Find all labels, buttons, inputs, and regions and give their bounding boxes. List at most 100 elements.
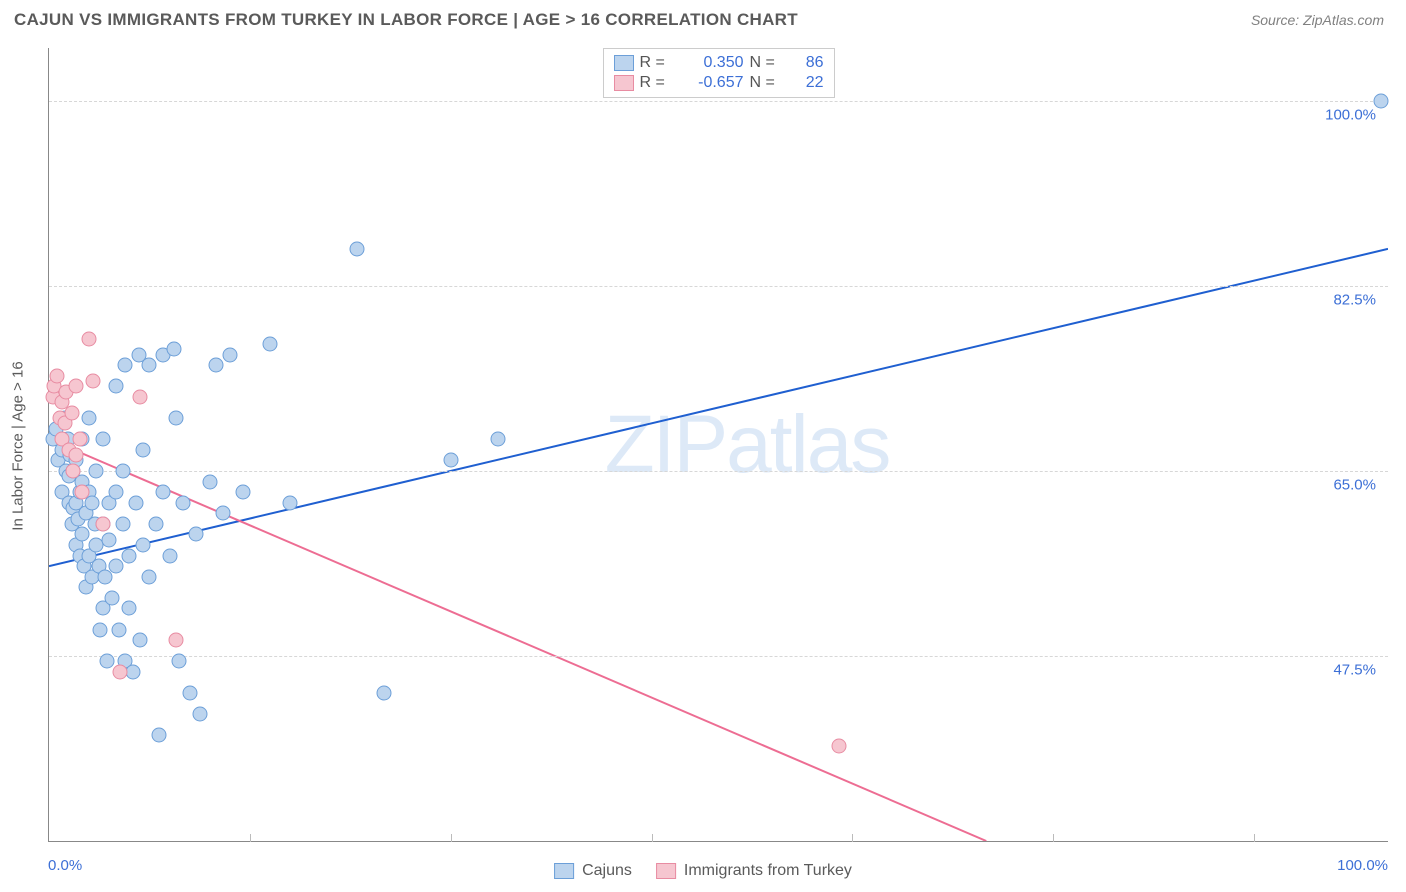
scatter-point bbox=[236, 485, 251, 500]
x-axis-end-label: 100.0% bbox=[1337, 857, 1388, 874]
n-value-cajuns: 86 bbox=[790, 54, 824, 72]
scatter-point bbox=[832, 738, 847, 753]
scatter-point bbox=[104, 590, 119, 605]
scatter-point bbox=[108, 559, 123, 574]
correlation-legend: R = 0.350 N = 86 R = -0.657 N = 22 bbox=[603, 48, 835, 98]
scatter-point bbox=[118, 358, 133, 373]
scatter-point bbox=[64, 405, 79, 420]
scatter-point bbox=[171, 654, 186, 669]
y-tick-label: 82.5% bbox=[1333, 291, 1376, 308]
scatter-point bbox=[75, 527, 90, 542]
scatter-point bbox=[82, 331, 97, 346]
scatter-point bbox=[129, 495, 144, 510]
legend-row-turkey: R = -0.657 N = 22 bbox=[614, 73, 824, 93]
scatter-point bbox=[95, 516, 110, 531]
scatter-point bbox=[262, 337, 277, 352]
scatter-point bbox=[135, 442, 150, 457]
scatter-point bbox=[126, 664, 141, 679]
scatter-point bbox=[162, 548, 177, 563]
legend-label-turkey: Immigrants from Turkey bbox=[684, 862, 852, 880]
series-legend: Cajuns Immigrants from Turkey bbox=[554, 862, 852, 880]
scatter-point bbox=[68, 379, 83, 394]
scatter-point bbox=[376, 685, 391, 700]
legend-item-turkey: Immigrants from Turkey bbox=[656, 862, 852, 880]
scatter-point bbox=[86, 374, 101, 389]
x-minor-tick bbox=[652, 834, 653, 842]
legend-swatch-icon bbox=[656, 863, 676, 879]
x-minor-tick bbox=[852, 834, 853, 842]
scatter-point bbox=[189, 527, 204, 542]
scatter-point bbox=[115, 463, 130, 478]
n-label: N = bbox=[750, 74, 784, 92]
scatter-point bbox=[102, 532, 117, 547]
scatter-point bbox=[490, 432, 505, 447]
chart-title: CAJUN VS IMMIGRANTS FROM TURKEY IN LABOR… bbox=[14, 10, 798, 30]
scatter-point bbox=[133, 389, 148, 404]
x-minor-tick bbox=[451, 834, 452, 842]
scatter-point bbox=[283, 495, 298, 510]
scatter-point bbox=[75, 485, 90, 500]
scatter-point bbox=[222, 347, 237, 362]
y-tick-label: 65.0% bbox=[1333, 476, 1376, 493]
trend-lines bbox=[49, 48, 1388, 841]
scatter-point bbox=[108, 485, 123, 500]
legend-swatch-cajuns bbox=[614, 55, 634, 71]
legend-swatch-turkey bbox=[614, 75, 634, 91]
gridline-h bbox=[49, 286, 1388, 287]
n-label: N = bbox=[750, 54, 784, 72]
scatter-point bbox=[82, 411, 97, 426]
scatter-point bbox=[50, 368, 65, 383]
legend-label-cajuns: Cajuns bbox=[582, 862, 632, 880]
r-label: R = bbox=[640, 54, 674, 72]
scatter-point bbox=[149, 516, 164, 531]
legend-item-cajuns: Cajuns bbox=[554, 862, 632, 880]
source-label: Source: ZipAtlas.com bbox=[1251, 12, 1384, 28]
scatter-point bbox=[111, 622, 126, 637]
scatter-point bbox=[112, 664, 127, 679]
scatter-point bbox=[349, 241, 364, 256]
scatter-point bbox=[166, 342, 181, 357]
gridline-h bbox=[49, 656, 1388, 657]
scatter-point bbox=[72, 432, 87, 447]
scatter-point bbox=[182, 685, 197, 700]
scatter-point bbox=[135, 537, 150, 552]
scatter-point bbox=[175, 495, 190, 510]
scatter-point bbox=[443, 453, 458, 468]
scatter-point bbox=[216, 506, 231, 521]
r-label: R = bbox=[640, 74, 674, 92]
correlation-scatter-chart: ZIPatlas R = 0.350 N = 86 R = -0.657 N =… bbox=[48, 48, 1388, 842]
gridline-h bbox=[49, 101, 1388, 102]
x-axis-start-label: 0.0% bbox=[48, 857, 82, 874]
scatter-point bbox=[95, 432, 110, 447]
watermark: ZIPatlas bbox=[605, 398, 890, 492]
scatter-point bbox=[169, 411, 184, 426]
x-minor-tick bbox=[250, 834, 251, 842]
scatter-point bbox=[155, 485, 170, 500]
scatter-point bbox=[151, 728, 166, 743]
scatter-point bbox=[142, 358, 157, 373]
y-axis-label: In Labor Force | Age > 16 bbox=[10, 361, 27, 530]
y-tick-label: 100.0% bbox=[1325, 106, 1376, 123]
x-minor-tick bbox=[1053, 834, 1054, 842]
scatter-point bbox=[169, 633, 184, 648]
scatter-point bbox=[108, 379, 123, 394]
scatter-point bbox=[66, 463, 81, 478]
scatter-point bbox=[202, 474, 217, 489]
scatter-point bbox=[122, 548, 137, 563]
scatter-point bbox=[133, 633, 148, 648]
r-value-cajuns: 0.350 bbox=[680, 54, 744, 72]
y-tick-label: 47.5% bbox=[1333, 661, 1376, 678]
gridline-h bbox=[49, 471, 1388, 472]
scatter-point bbox=[115, 516, 130, 531]
scatter-point bbox=[122, 601, 137, 616]
r-value-turkey: -0.657 bbox=[680, 74, 744, 92]
legend-swatch-icon bbox=[554, 863, 574, 879]
scatter-point bbox=[1374, 93, 1389, 108]
n-value-turkey: 22 bbox=[790, 74, 824, 92]
scatter-point bbox=[88, 463, 103, 478]
x-minor-tick bbox=[1254, 834, 1255, 842]
scatter-point bbox=[99, 654, 114, 669]
scatter-point bbox=[193, 707, 208, 722]
scatter-point bbox=[209, 358, 224, 373]
trend-line bbox=[49, 249, 1388, 566]
